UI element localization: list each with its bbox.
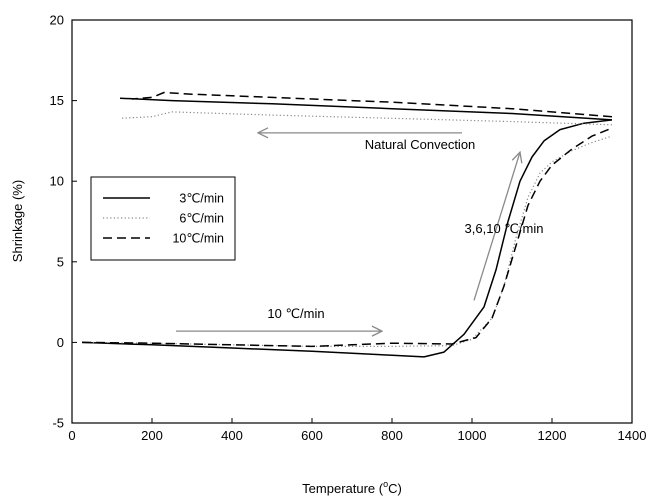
x-axis-title: Temperature (oC) [302,479,402,496]
x-axis-title-sup: o [383,479,388,489]
legend: 3℃/min 6℃/min 10℃/min [90,176,236,261]
annotations: Natural Convection 3,6,10 ℃/min 10 ℃/min [176,133,543,331]
series-line-2-heating [81,135,613,347]
series-line-2-cooling [119,111,613,126]
x-tick-label: 400 [221,428,243,443]
x-tick-label: 0 [68,428,75,443]
legend-label: 10℃/min [172,232,224,246]
annotation-arrow [473,152,520,301]
legend-label: 6℃/min [179,212,224,226]
legend-label: 3℃/min [179,192,224,206]
x-tick-label: 1200 [538,428,567,443]
x-axis-title-text: Temperature ( [302,481,384,496]
y-tick-label: 10 [50,174,64,189]
annotation-label: Natural Convection [365,137,476,152]
annotation-label: 10 ℃/min [267,306,324,321]
x-tick-label: 600 [301,428,323,443]
series-line-3-cooling [131,91,613,118]
y-tick-label: 15 [50,93,64,108]
series-layer [81,91,613,358]
plot-frame [71,19,633,424]
x-tick-label: 200 [141,428,163,443]
y-tick-label: 0 [57,335,64,350]
x-tick-label: 1000 [458,428,487,443]
x-tick-label: 800 [381,428,403,443]
series-line-3-heating [81,127,613,348]
y-tick-label: 20 [50,13,64,28]
annotation-label: 3,6,10 ℃/min [465,221,544,236]
y-tick-label: -5 [52,416,64,431]
series-line-1-cooling [119,97,613,121]
y-tick-label: 5 [57,254,64,269]
axis-ticks: 0 200 400 600 800 1000 1200 1400 -5 0 5 10 15 20 [50,13,647,444]
y-axis-title: Shrinkage (%) [10,180,25,262]
x-axis-title-unit: C) [388,481,402,496]
series-line-1-heating [81,119,613,358]
x-tick-label: 1400 [618,428,647,443]
